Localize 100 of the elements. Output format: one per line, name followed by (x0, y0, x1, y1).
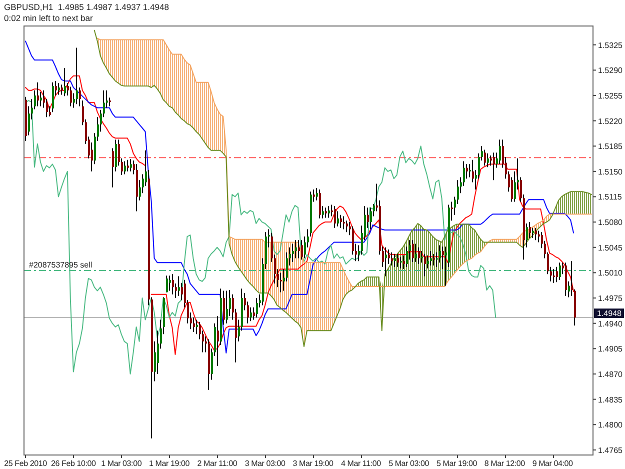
candlestick (76, 47, 78, 105)
candlestick (427, 254, 429, 269)
y-tick-label: 1.5255 (598, 91, 624, 100)
candlestick (280, 272, 282, 293)
chart-title: GBPUSD,H1 1.4985 1.4987 1.4937 1.4948 (4, 2, 170, 12)
candlestick (298, 240, 300, 259)
candlestick (226, 290, 228, 324)
candlestick (499, 139, 501, 165)
x-tick-label: 1 Mar 19:00 (148, 459, 190, 468)
candlestick (412, 240, 414, 262)
candlestick (316, 188, 318, 201)
y-tick-label: 1.5150 (598, 167, 624, 176)
candlestick (322, 206, 324, 219)
candlestick (346, 220, 348, 233)
candlestick (37, 82, 39, 107)
candlestick (337, 210, 339, 227)
candlestick (484, 149, 486, 166)
candlestick (64, 67, 66, 97)
candlestick (391, 252, 393, 266)
candlestick (61, 84, 63, 96)
y-tick-label: 1.4870 (598, 370, 624, 379)
candlestick (58, 82, 60, 96)
candlestick (181, 282, 183, 301)
candlestick (430, 250, 432, 266)
candlestick (319, 188, 321, 219)
y-tick-label: 1.5080 (598, 218, 624, 228)
candlestick (172, 274, 174, 295)
candlestick (295, 240, 297, 259)
x-tick-label: 8 Mar 12:00 (484, 459, 526, 468)
y-tick-label: 1.4800 (598, 420, 624, 430)
ref-line-label: 1.4948 (597, 308, 622, 318)
candlestick (49, 106, 51, 117)
candlestick (340, 214, 342, 228)
candlestick (487, 152, 489, 168)
candlestick (256, 298, 258, 318)
candlestick (370, 207, 372, 230)
candlestick (490, 154, 492, 166)
candlestick (367, 207, 369, 228)
candlestick (463, 160, 465, 186)
y-tick-label: 1.5185 (598, 142, 624, 152)
candlestick (328, 206, 330, 218)
candlestick (166, 275, 168, 293)
candlestick (52, 82, 54, 113)
candlestick (466, 164, 468, 180)
candlestick (247, 301, 249, 324)
x-tick-label: 3 Mar 19:00 (292, 459, 334, 468)
y-tick-label: 1.4940 (598, 319, 624, 328)
y-tick-label: 1.5115 (598, 192, 622, 202)
candlestick (334, 206, 336, 228)
y-tick-label: 1.5010 (598, 268, 624, 278)
candlestick (418, 246, 420, 265)
y-tick-label: 1.4765 (598, 446, 624, 455)
x-tick-label: 2 Mar 11:00 (197, 459, 238, 468)
candlestick (409, 240, 411, 260)
candlestick (493, 152, 495, 181)
line-series (96, 38, 592, 287)
candlestick (313, 188, 315, 202)
x-tick-label: 1 Mar 03:00 (101, 459, 142, 468)
candlestick (424, 253, 426, 277)
candlestick (124, 160, 126, 175)
candlestick (70, 86, 72, 107)
candlestick (79, 86, 81, 107)
candlestick (127, 159, 129, 172)
candlestick (286, 252, 288, 282)
x-tick-label: 5 Mar 03:00 (388, 459, 430, 468)
candlestick (529, 222, 531, 238)
candlestick (217, 316, 219, 367)
candlestick (46, 98, 48, 118)
y-tick-label: 1.5325 (598, 40, 624, 50)
candlestick (457, 180, 459, 204)
candlestick (397, 253, 399, 268)
candlestick (532, 227, 534, 238)
candlestick (388, 249, 390, 265)
candlestick (400, 256, 402, 269)
candlestick (292, 243, 294, 262)
candlestick (250, 306, 252, 322)
x-tick-label: 5 Mar 19:00 (436, 459, 478, 468)
candlestick (535, 227, 537, 241)
x-tick-label: 4 Mar 11:00 (340, 459, 382, 468)
y-tick-label: 1.4905 (598, 344, 624, 354)
x-tick-label: 26 Feb 10:00 (51, 459, 97, 468)
candlestick (403, 254, 405, 270)
candlestick (196, 319, 198, 335)
y-tick-label: 1.5290 (598, 66, 624, 76)
x-tick-label: 9 Mar 04:00 (532, 459, 574, 468)
y-tick-label: 1.4835 (598, 395, 624, 404)
candlestick (229, 290, 231, 317)
candlestick (559, 262, 561, 280)
candlestick (130, 158, 132, 172)
candlestick (415, 243, 417, 262)
candlestick (343, 216, 345, 230)
candlestick (556, 266, 558, 283)
x-tick-label: 3 Mar 03:00 (244, 459, 286, 468)
y-tick-label: 1.4975 (598, 294, 624, 304)
candlestick (223, 290, 225, 326)
candlestick (178, 276, 180, 296)
candlestick (553, 268, 555, 284)
x-tick-label: 25 Feb 2010 (4, 459, 48, 468)
candlestick (385, 246, 387, 277)
candlestick (433, 253, 435, 266)
